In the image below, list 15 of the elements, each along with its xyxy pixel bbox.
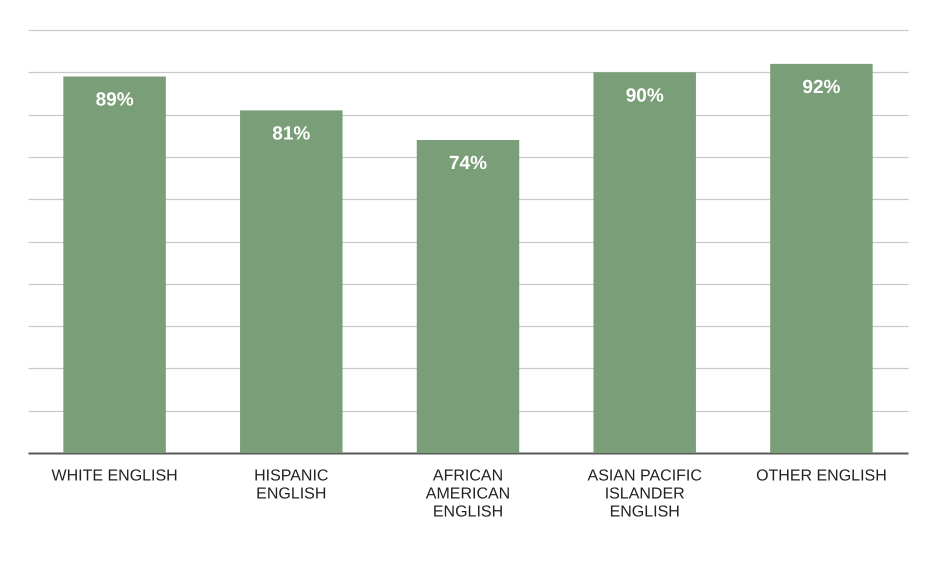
bar — [63, 76, 166, 453]
bar — [770, 64, 873, 453]
x-tick-label: HISPANIC ENGLISH — [254, 468, 328, 502]
data-label: 90% — [626, 85, 664, 106]
bar — [593, 72, 696, 453]
data-label: 74% — [448, 152, 488, 174]
x-tick-label: OTHER ENGLISH — [756, 468, 887, 484]
data-label: 81% — [272, 123, 310, 144]
x-tick-label: AFRICAN AMERICAN ENGLISH — [426, 468, 510, 520]
data-label: 89% — [96, 90, 134, 111]
bar — [240, 110, 343, 453]
data-label: 92% — [802, 76, 841, 98]
x-tick-label: WHITE ENGLISH — [51, 468, 178, 484]
bar — [416, 140, 520, 453]
x-tick-label: ASIAN PACIFIC ISLANDER ENGLISH — [588, 468, 702, 520]
